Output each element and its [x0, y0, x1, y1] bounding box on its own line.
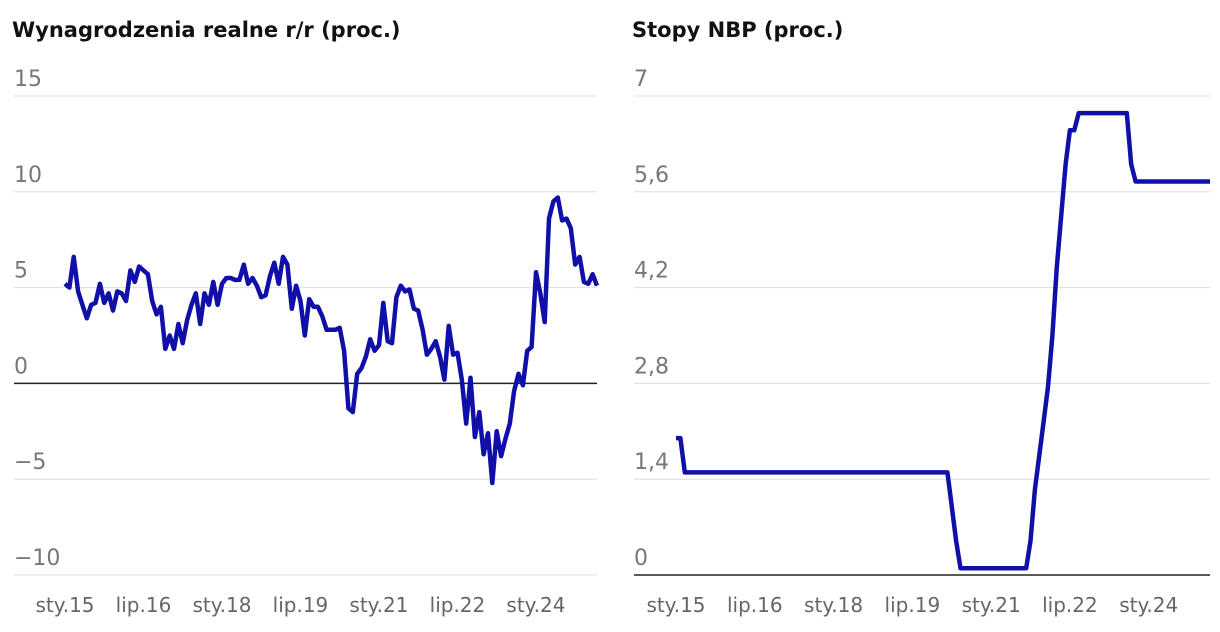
y-tick-label: 5,6 — [634, 163, 669, 188]
data-line — [63, 195, 600, 486]
y-tick-label: 7 — [634, 67, 648, 92]
y-tick-label: 4,2 — [634, 259, 669, 284]
x-tick-label: sty.15 — [35, 593, 94, 617]
y-tick-label: −10 — [14, 546, 60, 571]
x-tick-label: sty.18 — [192, 593, 251, 617]
x-tick-label: sty.15 — [646, 593, 705, 617]
chart-title: Stopy NBP (proc.) — [632, 18, 843, 42]
x-tick-label: lip.19 — [885, 593, 941, 617]
data-line — [676, 110, 1210, 571]
y-tick-label: −5 — [14, 450, 46, 475]
x-tick-label: lip.16 — [727, 593, 783, 617]
y-tick-label: 15 — [14, 67, 42, 92]
x-tick-label: sty.21 — [349, 593, 408, 617]
x-tick-label: lip.22 — [430, 593, 486, 617]
x-tick-label: lip.22 — [1042, 593, 1098, 617]
x-tick-label: sty.24 — [1119, 593, 1178, 617]
y-tick-label: 2,8 — [634, 354, 669, 379]
y-tick-label: 0 — [634, 546, 648, 571]
x-tick-label: lip.16 — [116, 593, 172, 617]
chart-title: Wynagrodzenia realne r/r (proc.) — [12, 18, 401, 42]
x-tick-label: sty.24 — [506, 593, 565, 617]
y-tick-label: 0 — [14, 354, 28, 379]
y-tick-label: 10 — [14, 163, 42, 188]
y-tick-label: 1,4 — [634, 450, 669, 475]
x-tick-label: sty.21 — [962, 593, 1021, 617]
x-tick-label: lip.19 — [273, 593, 329, 617]
x-tick-label: sty.18 — [804, 593, 863, 617]
y-tick-label: 5 — [14, 259, 28, 284]
